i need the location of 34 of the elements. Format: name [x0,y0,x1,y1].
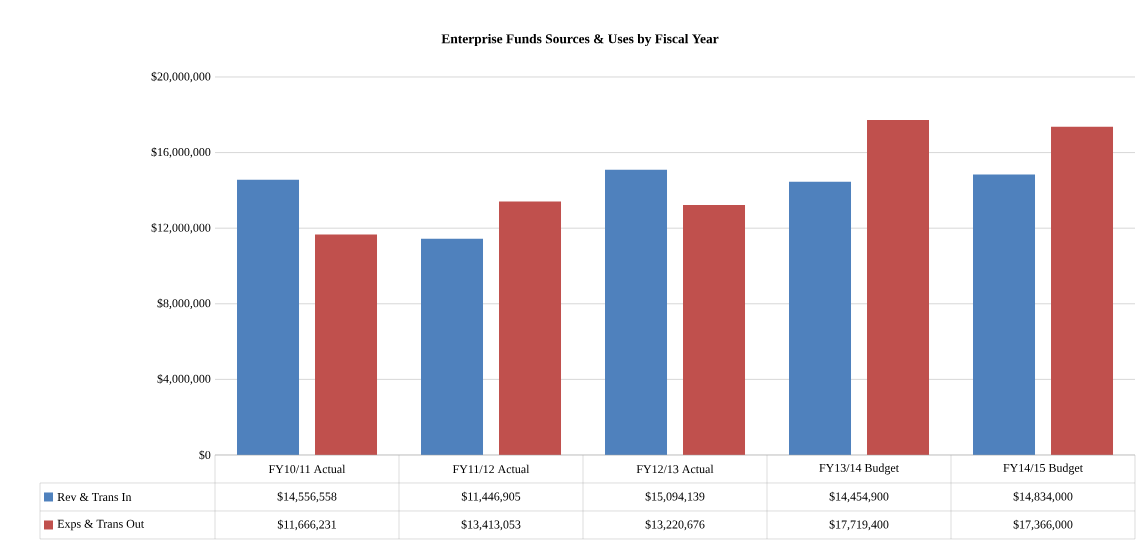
chart-title: Enterprise Funds Sources & Uses by Fiscal Year [441,33,719,47]
x-tick-label: FY13/14 Budget [819,463,899,475]
x-tick-label: FY14/15 Budget [1003,463,1083,475]
y-tick-label: $16,000,000 [151,147,211,158]
data-label: $13,413,053 [461,519,521,531]
bar [683,205,746,455]
data-label: $14,556,558 [277,491,337,503]
y-tick-label: $12,000,000 [151,222,211,234]
y-tick-label: $0 [199,450,211,460]
bar [605,169,668,455]
data-label: $13,220,676 [645,519,705,531]
data-label: $15,094,139 [645,491,705,503]
bar [315,234,378,455]
data-label: $17,366,000 [1013,519,1073,531]
x-tick-label: FY11/12 Actual [452,464,530,474]
data-label: $17,719,400 [829,519,889,531]
bar [237,179,300,455]
data-label: $11,446,905 [461,491,521,503]
data-label: $14,454,900 [829,491,889,503]
bar [499,201,562,455]
legend-label: Exps & Trans Out [57,519,145,531]
data-label: $14,834,000 [1013,491,1073,503]
y-tick-label: $8,000,000 [157,298,211,310]
y-tick-label: $20,000,000 [151,71,211,83]
legend-label: Rev & Trans In [57,492,132,502]
x-tick-label: FY12/13 Actual [636,464,714,474]
bar [421,238,484,455]
bar [1051,126,1114,455]
bar [973,174,1036,455]
bar [867,120,930,455]
data-label: $11,666,231 [277,519,336,531]
x-tick-label: FY10/11 Actual [268,464,346,474]
bar [789,181,852,455]
y-tick-label: $4,000,000 [157,374,211,385]
